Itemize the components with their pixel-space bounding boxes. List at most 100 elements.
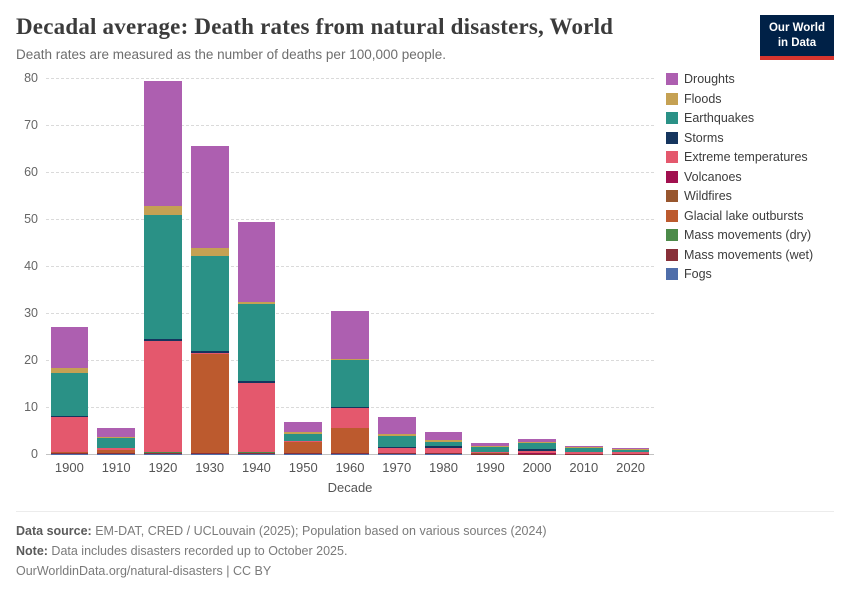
legend-item-storms[interactable]: Storms	[666, 131, 834, 145]
bar-segment-earthquakes[interactable]	[237, 304, 276, 382]
bar-segment-earthquakes[interactable]	[97, 438, 136, 448]
bar-1900[interactable]	[50, 326, 89, 454]
bar-1920[interactable]	[144, 81, 182, 454]
bar-segment-floods[interactable]	[97, 437, 136, 439]
page-title: Decadal average: Death rates from natura…	[16, 14, 614, 39]
bar-segment-extreme-temperatures[interactable]	[97, 448, 136, 450]
bar-segment-floods[interactable]	[284, 432, 323, 435]
bar-2000[interactable]	[518, 438, 556, 454]
bar-segment-mass-movements-wet[interactable]	[144, 452, 182, 454]
bar-2020[interactable]	[611, 448, 650, 454]
bar-segment-earthquakes[interactable]	[190, 255, 229, 352]
bar-segment-droughts[interactable]	[144, 81, 182, 206]
bar-segment-extreme-temperatures[interactable]	[284, 441, 323, 443]
bar-segment-earthquakes[interactable]	[518, 442, 556, 450]
bar-segment-storms[interactable]	[190, 351, 229, 353]
owid-logo[interactable]: Our World in Data	[759, 15, 834, 60]
legend-item-mass-movements-wet[interactable]: Mass movements (wet)	[666, 248, 834, 262]
bar-segment-droughts[interactable]	[611, 448, 650, 450]
bar-segment-droughts[interactable]	[97, 427, 136, 438]
bar-1930[interactable]	[190, 145, 229, 454]
bar-segment-extreme-temperatures[interactable]	[611, 451, 650, 454]
license-link[interactable]: OurWorldinData.org/natural-disasters | C…	[16, 564, 272, 578]
bar-segment-earthquakes[interactable]	[424, 441, 463, 447]
bar-segment-mass-movements-wet[interactable]	[50, 452, 89, 454]
bar-segment-droughts[interactable]	[50, 326, 89, 369]
bar-segment-floods[interactable]	[50, 368, 89, 373]
bar-segment-glacial-lake-outbursts[interactable]	[331, 428, 369, 453]
legend-item-wildfires[interactable]: Wildfires	[666, 189, 834, 203]
legend-item-mass-movements-dry[interactable]: Mass movements (dry)	[666, 228, 834, 242]
bar-segment-extreme-temperatures[interactable]	[237, 382, 276, 452]
bar-segment-earthquakes[interactable]	[50, 372, 89, 416]
bar-segment-extreme-temperatures[interactable]	[144, 340, 182, 452]
bar-segment-storms[interactable]	[50, 415, 89, 418]
bar-segment-earthquakes[interactable]	[471, 446, 510, 452]
legend-item-floods[interactable]: Floods	[666, 92, 834, 106]
bar-segment-droughts[interactable]	[424, 431, 463, 441]
bar-segment-extreme-temperatures[interactable]	[424, 447, 463, 453]
bar-segment-storms[interactable]	[424, 446, 463, 448]
bar-segment-earthquakes[interactable]	[611, 449, 650, 452]
legend-item-fogs[interactable]: Fogs	[666, 267, 834, 281]
bar-segment-floods[interactable]	[471, 445, 510, 447]
bar-segment-droughts[interactable]	[564, 446, 603, 448]
y-tick-label-80: 80	[24, 71, 38, 85]
bar-segment-storms[interactable]	[144, 338, 182, 341]
bar-1980[interactable]	[424, 431, 463, 454]
bar-segment-mass-movements-wet[interactable]	[190, 453, 229, 454]
bar-segment-storms[interactable]	[518, 449, 556, 451]
bar-segment-floods[interactable]	[377, 433, 416, 436]
bar-segment-droughts[interactable]	[331, 310, 369, 359]
bar-segment-earthquakes[interactable]	[331, 359, 369, 407]
bar-segment-floods[interactable]	[564, 447, 603, 449]
bar-segment-droughts[interactable]	[237, 222, 276, 302]
bar-segment-glacial-lake-outbursts[interactable]	[97, 450, 136, 453]
bar-segment-extreme-temperatures[interactable]	[471, 452, 510, 454]
bar-segment-mass-movements-wet[interactable]	[97, 453, 136, 454]
bar-segment-glacial-lake-outbursts[interactable]	[190, 354, 229, 453]
bar-1940[interactable]	[237, 222, 276, 454]
bar-segment-floods[interactable]	[190, 247, 229, 256]
bar-segment-earthquakes[interactable]	[564, 448, 603, 452]
bar-segment-storms[interactable]	[237, 381, 276, 383]
bar-segment-storms[interactable]	[471, 451, 510, 453]
bar-1990[interactable]	[471, 443, 510, 454]
bar-segment-droughts[interactable]	[377, 417, 416, 434]
bar-segment-droughts[interactable]	[471, 443, 510, 446]
bar-segment-floods[interactable]	[144, 205, 182, 215]
bar-segment-mass-movements-wet[interactable]	[237, 452, 276, 454]
bar-segment-droughts[interactable]	[518, 438, 556, 442]
x-axis-title: Decade	[327, 480, 373, 495]
bar-segment-extreme-temperatures[interactable]	[190, 352, 229, 355]
bar-segment-extreme-temperatures[interactable]	[50, 417, 89, 452]
bar-segment-extreme-temperatures[interactable]	[331, 407, 369, 428]
bar-segment-extreme-temperatures[interactable]	[518, 450, 556, 454]
bar-segment-glacial-lake-outbursts[interactable]	[284, 442, 323, 454]
bar-segment-earthquakes[interactable]	[284, 434, 323, 441]
bar-segment-extreme-temperatures[interactable]	[564, 452, 603, 454]
legend-item-glacial-lake-outbursts[interactable]: Glacial lake outbursts	[666, 209, 834, 223]
bar-segment-floods[interactable]	[237, 301, 276, 305]
bar-segment-floods[interactable]	[518, 441, 556, 443]
bar-1950[interactable]	[284, 422, 323, 454]
bar-1960[interactable]	[331, 310, 369, 454]
bar-segment-earthquakes[interactable]	[144, 214, 182, 339]
legend-item-extreme-temperatures[interactable]: Extreme temperatures	[666, 150, 834, 164]
bar-1970[interactable]	[377, 417, 416, 454]
bar-segment-storms[interactable]	[331, 406, 369, 408]
bar-segment-floods[interactable]	[424, 440, 463, 442]
bar-segment-mass-movements-wet[interactable]	[331, 453, 369, 454]
bar-1910[interactable]	[97, 427, 136, 454]
legend-item-volcanoes[interactable]: Volcanoes	[666, 170, 834, 184]
bar-segment-droughts[interactable]	[190, 145, 229, 248]
bar-segment-storms[interactable]	[377, 446, 416, 449]
legend-item-earthquakes[interactable]: Earthquakes	[666, 111, 834, 125]
legend-item-droughts[interactable]: Droughts	[666, 72, 834, 86]
bar-segment-extreme-temperatures[interactable]	[377, 448, 416, 453]
bar-2010[interactable]	[564, 446, 603, 454]
data-source-text[interactable]: EM-DAT, CRED / UCLouvain (2025); Populat…	[91, 524, 547, 538]
bar-segment-floods[interactable]	[331, 358, 369, 360]
bar-segment-droughts[interactable]	[284, 422, 323, 433]
bar-segment-earthquakes[interactable]	[377, 435, 416, 447]
